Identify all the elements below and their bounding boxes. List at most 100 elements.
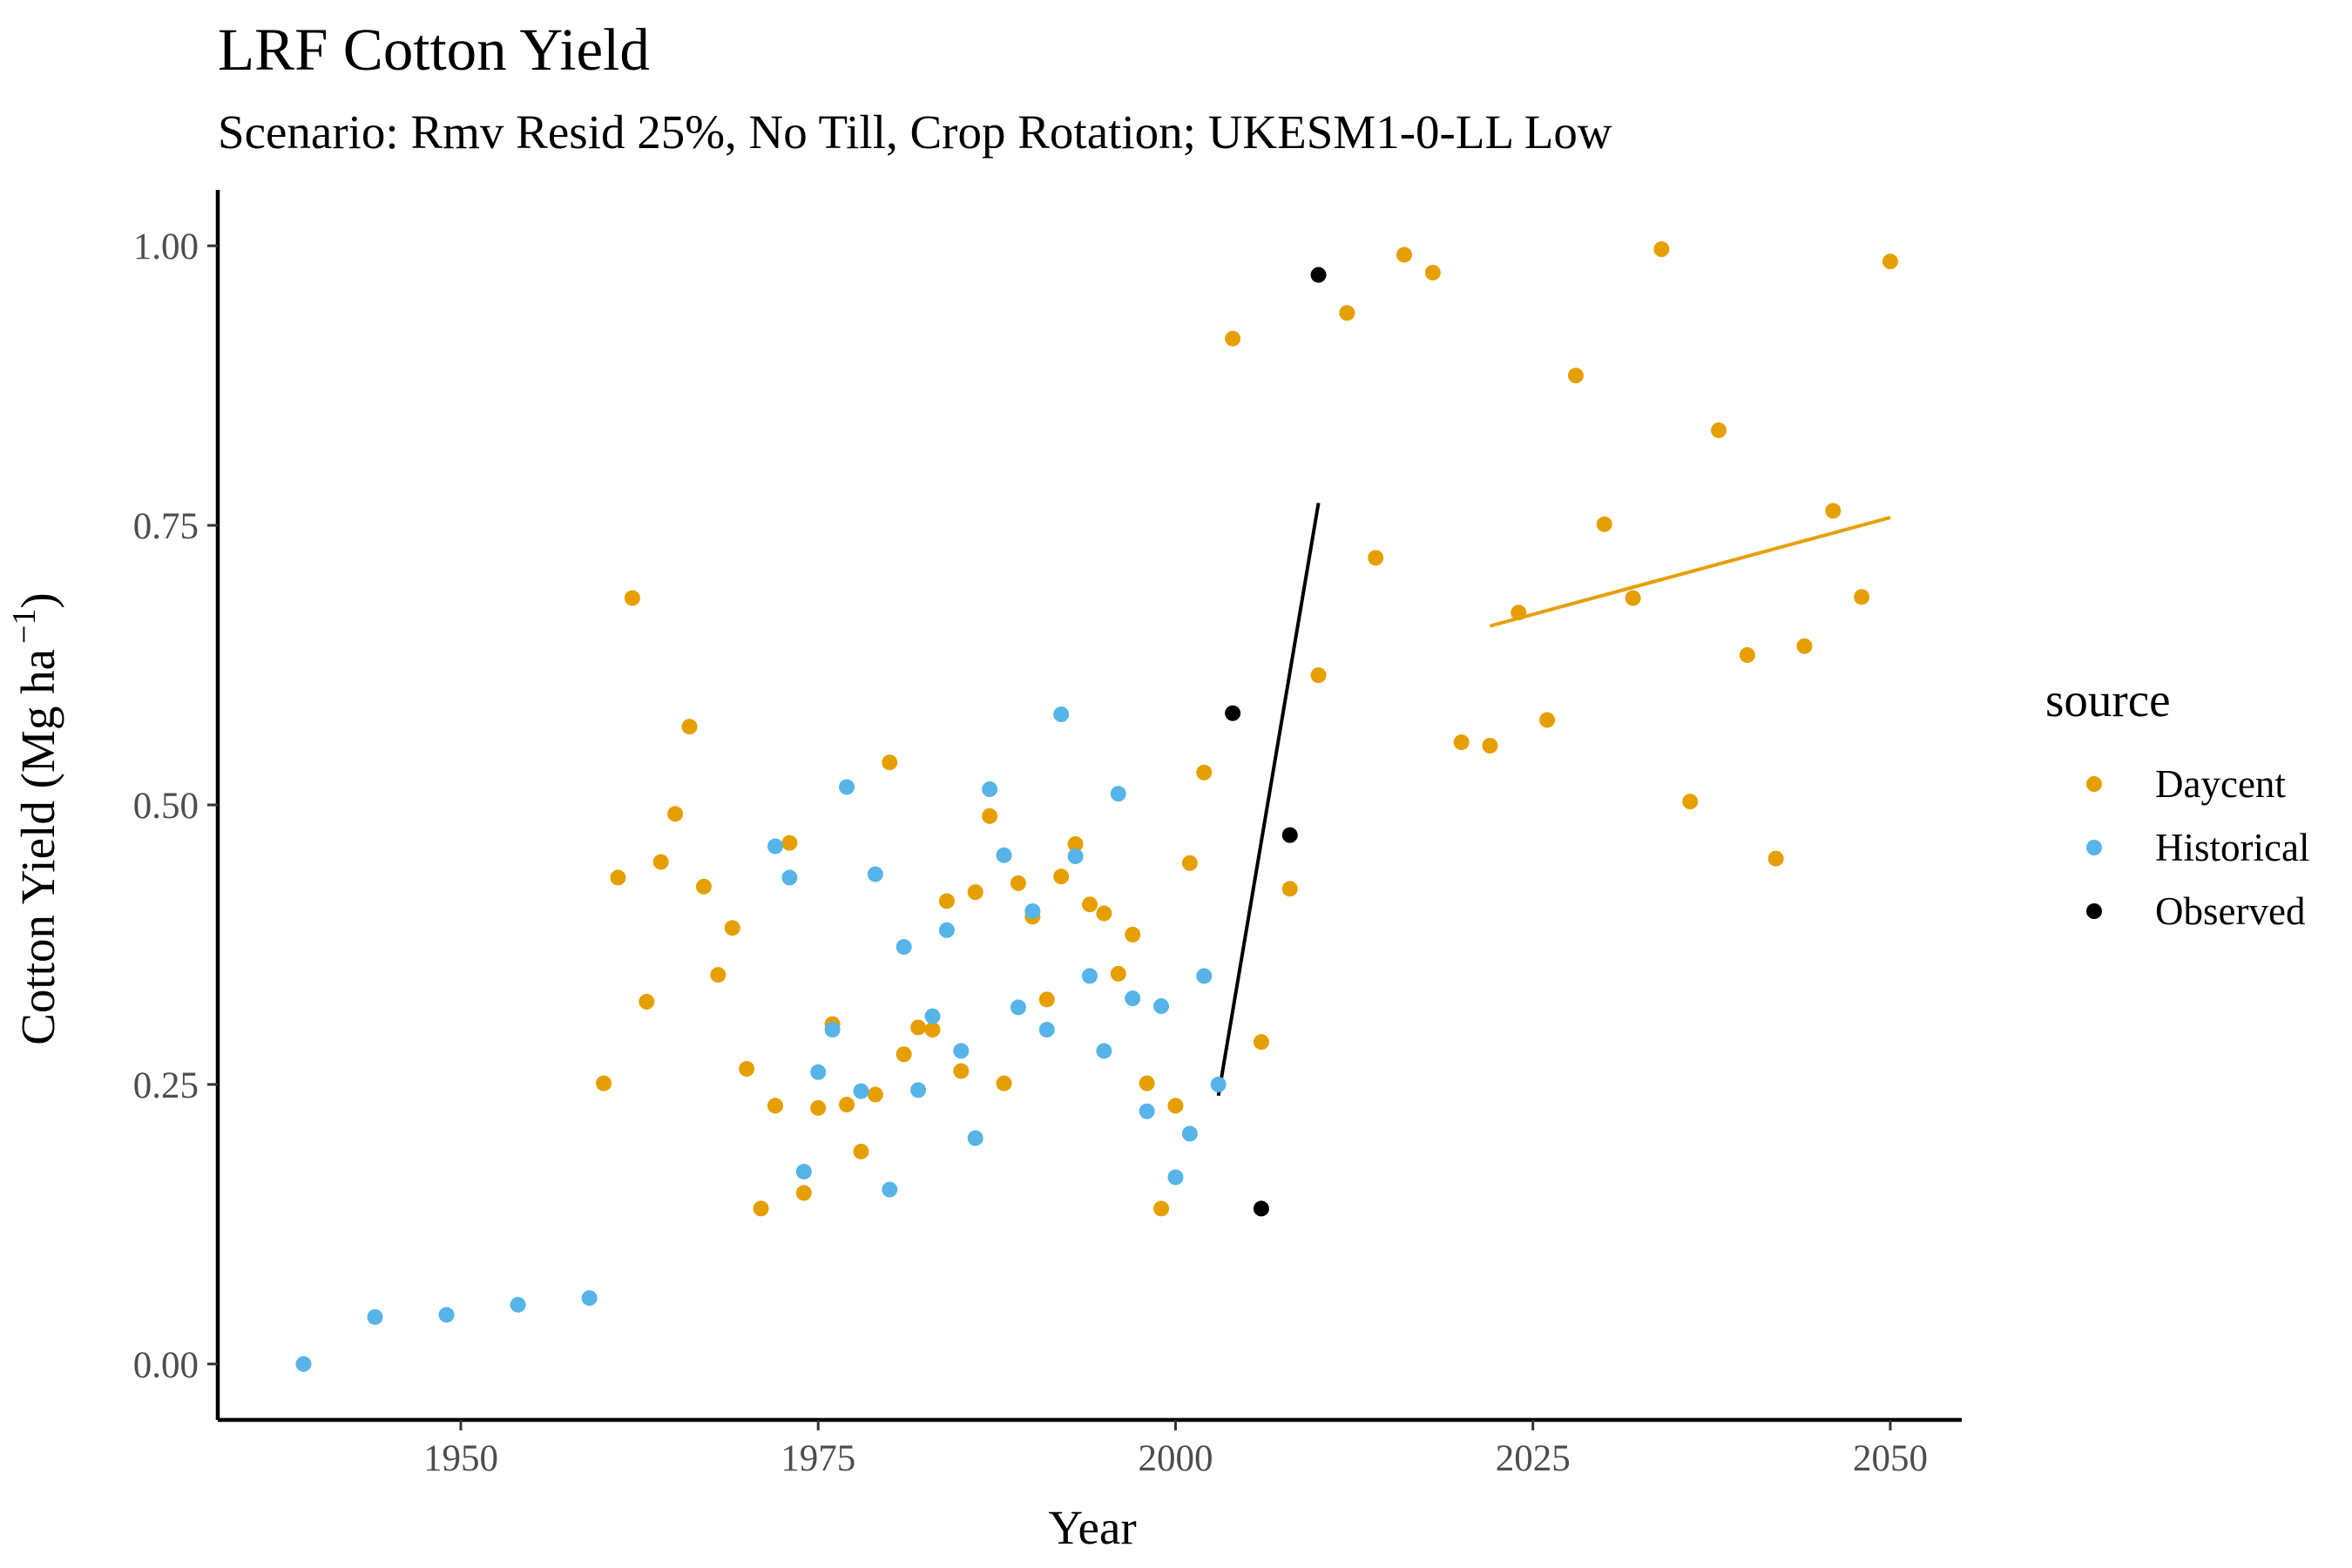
data-point-daycent	[1096, 905, 1112, 922]
data-point-daycent	[924, 1022, 941, 1038]
data-point-daycent	[667, 806, 684, 822]
data-point-daycent	[1396, 247, 1413, 263]
data-point-historical	[1010, 999, 1026, 1016]
data-point-daycent	[1167, 1098, 1184, 1114]
data-point-daycent	[1511, 605, 1527, 621]
legend-label-observed: Observed	[2155, 889, 2305, 933]
data-point-daycent	[1067, 835, 1084, 852]
x-tick-label: 2050	[1853, 1438, 1928, 1479]
data-point-daycent	[1482, 737, 1498, 754]
data-point-historical	[1053, 706, 1070, 723]
data-point-historical	[967, 1130, 983, 1146]
data-point-daycent	[1653, 241, 1670, 258]
data-point-daycent	[710, 967, 727, 983]
data-point-daycent	[610, 869, 626, 886]
data-point-historical	[1167, 1169, 1184, 1186]
data-point-daycent	[652, 854, 669, 870]
legend-label-historical: Historical	[2155, 826, 2309, 869]
data-point-daycent	[982, 808, 998, 824]
y-axis-title-exponent: −1	[6, 609, 43, 644]
data-point-daycent	[1125, 926, 1141, 943]
data-point-historical	[882, 1181, 898, 1198]
plot-area	[295, 241, 1898, 1372]
data-point-daycent	[1253, 1034, 1269, 1051]
data-point-historical	[1181, 1125, 1198, 1142]
data-point-daycent	[853, 1143, 869, 1159]
legend-label-daycent: Daycent	[2155, 762, 2286, 806]
data-point-historical	[438, 1307, 455, 1323]
data-point-historical	[1210, 1076, 1227, 1092]
data-point-observed	[1310, 267, 1327, 283]
chart-subtitle: Scenario: Rmv Resid 25%, No Till, Crop R…	[218, 105, 1612, 159]
data-point-historical	[810, 1064, 827, 1080]
data-point-daycent	[1339, 305, 1355, 321]
data-point-daycent	[1567, 368, 1584, 384]
data-point-daycent	[1053, 868, 1070, 885]
legend-key-historical	[2086, 840, 2102, 855]
data-point-daycent	[1682, 794, 1699, 810]
data-point-daycent	[967, 884, 983, 901]
data-point-historical	[953, 1043, 970, 1059]
x-tick-label: 1950	[423, 1438, 498, 1479]
data-point-historical	[767, 838, 783, 855]
data-point-observed	[1225, 705, 1241, 721]
data-point-historical	[1096, 1043, 1112, 1059]
data-point-daycent	[953, 1063, 970, 1079]
data-point-historical	[824, 1022, 841, 1038]
data-point-historical	[795, 1164, 812, 1180]
data-point-historical	[910, 1082, 927, 1098]
data-point-daycent	[596, 1075, 612, 1092]
data-point-historical	[839, 779, 855, 795]
data-point-daycent	[1181, 855, 1198, 871]
data-point-observed	[1281, 827, 1298, 843]
data-point-historical	[367, 1308, 383, 1325]
data-point-daycent	[1739, 646, 1755, 663]
y-axis-ticks: 0.00 0.25 0.50 0.75 1.00	[133, 226, 218, 1386]
data-point-historical	[295, 1355, 312, 1372]
x-tick-label: 2025	[1496, 1438, 1571, 1479]
data-point-daycent	[624, 590, 640, 606]
data-point-historical	[1082, 968, 1098, 984]
data-point-daycent	[1038, 991, 1055, 1008]
data-point-daycent	[1310, 667, 1327, 684]
data-point-historical	[1110, 786, 1126, 802]
data-point-daycent	[1082, 896, 1098, 913]
legend-entries: Daycent Historical Observed	[2086, 762, 2309, 933]
legend-key-observed	[2086, 903, 2102, 919]
data-point-daycent	[910, 1019, 927, 1036]
data-point-daycent	[724, 920, 740, 936]
x-axis-ticks: 1950 1975 2000 2025 2050	[423, 1420, 1928, 1479]
data-point-daycent	[1139, 1075, 1155, 1092]
data-point-daycent	[639, 993, 655, 1010]
data-point-daycent	[1825, 503, 1842, 519]
data-point-daycent	[695, 878, 712, 895]
data-point-daycent	[1453, 734, 1470, 751]
data-point-historical	[924, 1008, 941, 1024]
data-point-daycent	[839, 1097, 855, 1113]
data-point-daycent	[1539, 712, 1556, 728]
data-point-daycent	[1281, 881, 1298, 897]
y-tick-label: 0.00	[133, 1345, 199, 1386]
data-point-daycent	[996, 1075, 1012, 1092]
data-point-historical	[1139, 1103, 1155, 1119]
data-point-historical	[510, 1296, 526, 1313]
data-point-historical	[853, 1083, 869, 1099]
data-point-daycent	[1153, 1200, 1170, 1217]
data-point-daycent	[938, 893, 955, 909]
data-point-daycent	[896, 1046, 912, 1063]
data-point-historical	[938, 922, 955, 938]
y-tick-label: 0.50	[133, 786, 199, 827]
data-point-historical	[781, 869, 798, 886]
data-point-historical	[1125, 990, 1141, 1007]
data-point-historical	[996, 847, 1012, 863]
data-point-daycent	[867, 1086, 883, 1103]
y-axis-title-main: Cotton Yield (Mg ha	[11, 649, 64, 1045]
y-axis-title: Cotton Yield (Mg ha −1)	[6, 592, 64, 1045]
data-point-daycent	[1424, 264, 1441, 280]
data-point-daycent	[1225, 330, 1241, 347]
data-point-daycent	[1711, 422, 1727, 438]
data-point-historical	[1153, 998, 1170, 1015]
data-point-daycent	[1796, 638, 1813, 654]
x-axis-title: Year	[1048, 1501, 1136, 1554]
